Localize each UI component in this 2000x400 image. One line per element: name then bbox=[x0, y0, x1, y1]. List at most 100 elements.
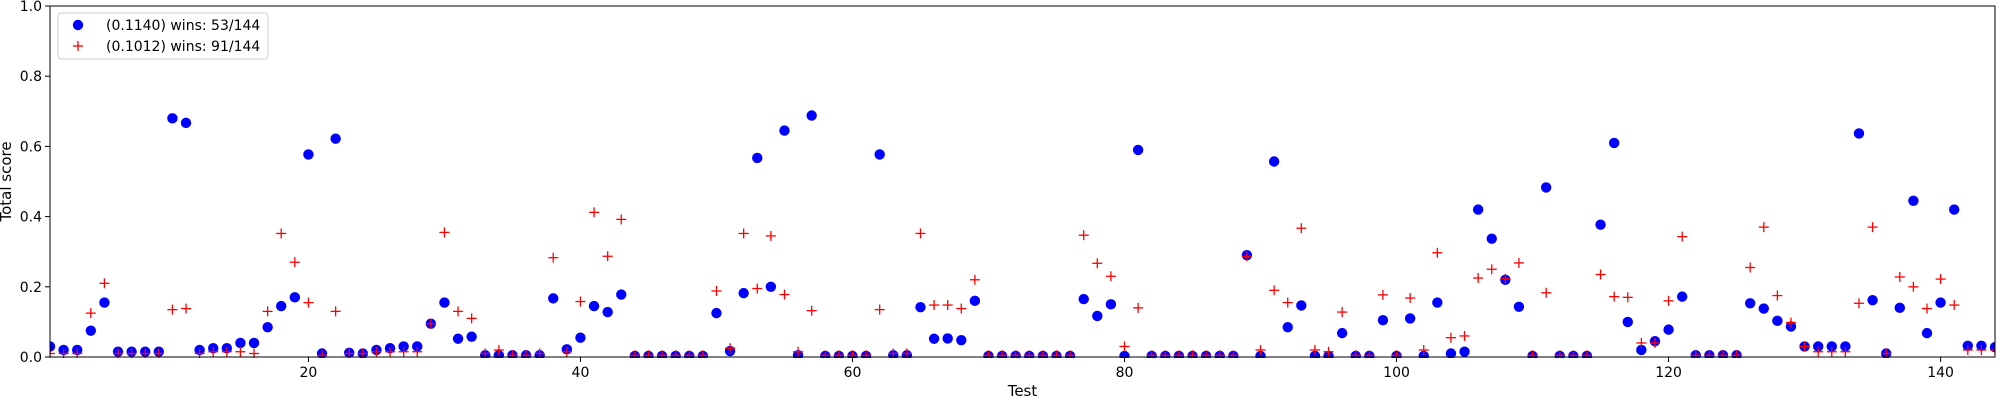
series-1-point bbox=[1867, 294, 1878, 306]
y-tick-label: 0.2 bbox=[20, 280, 42, 296]
series-2-point bbox=[1418, 344, 1429, 355]
series-2-point bbox=[779, 289, 790, 300]
series-2-point bbox=[1949, 300, 1960, 311]
series-2-point bbox=[1296, 223, 1307, 234]
series-1-point bbox=[1935, 297, 1946, 308]
series-1-point bbox=[1772, 315, 1783, 327]
series-1-point bbox=[956, 334, 967, 346]
series-2-point bbox=[1813, 346, 1824, 357]
series-2-point bbox=[99, 278, 110, 289]
series-2-point bbox=[1636, 337, 1647, 348]
series-2-point bbox=[1065, 350, 1076, 358]
series-1-point bbox=[1472, 204, 1484, 215]
series-2-point bbox=[262, 306, 273, 317]
series-2-point bbox=[1663, 295, 1674, 306]
series-1-point bbox=[235, 337, 246, 349]
series-2-point bbox=[493, 344, 504, 355]
x-tick-label: 100 bbox=[1383, 365, 1410, 381]
series-1-point bbox=[1105, 299, 1117, 310]
legend-plus-marker bbox=[73, 41, 83, 51]
series-1-point bbox=[806, 110, 817, 121]
series-2-point bbox=[616, 214, 627, 225]
series-2-point bbox=[1554, 350, 1565, 358]
series-2-point bbox=[1745, 262, 1756, 273]
series-1-point bbox=[1595, 219, 1606, 230]
series-1-point bbox=[752, 152, 763, 164]
series-2-point bbox=[629, 350, 640, 358]
series-1-point bbox=[588, 300, 600, 312]
series-1-point bbox=[928, 333, 940, 344]
series-2-point bbox=[657, 350, 668, 358]
y-tick-label: 0.6 bbox=[20, 139, 42, 155]
series-2-point bbox=[1649, 337, 1660, 348]
axes: 20 40 60 80 100 120 140 0.0 0.2 0.4 0.6 0.8 1.0 bbox=[20, 0, 1996, 381]
series-1-point bbox=[915, 301, 926, 313]
series-2-point bbox=[1445, 332, 1456, 343]
series-2-point bbox=[1405, 293, 1416, 304]
series-2-point bbox=[561, 346, 572, 357]
series-2-point bbox=[1432, 247, 1443, 258]
series-1-point bbox=[738, 287, 749, 299]
series-2-point bbox=[221, 346, 232, 357]
series-2-point bbox=[602, 251, 613, 262]
series-2-point bbox=[1241, 251, 1252, 262]
series-2-point bbox=[806, 305, 817, 316]
series-2-point bbox=[1364, 350, 1375, 358]
series-2-point bbox=[289, 257, 300, 268]
legend-item: (0.1140) wins: 53/144 bbox=[72, 18, 260, 34]
series-2-point bbox=[1595, 269, 1606, 280]
series-2-point bbox=[1092, 258, 1103, 269]
series-2-point bbox=[1677, 231, 1688, 242]
series-1-point bbox=[969, 295, 981, 307]
series-2-point bbox=[1282, 297, 1293, 308]
series-2-point bbox=[181, 303, 192, 314]
series-1-point bbox=[1268, 156, 1280, 167]
series-1-point bbox=[50, 341, 56, 352]
legend-item: (0.1012) wins: 91/144 bbox=[73, 39, 260, 55]
series-1-point bbox=[262, 321, 273, 333]
plot-frame bbox=[49, 5, 1996, 358]
series-2-point bbox=[371, 346, 382, 357]
series-2-point bbox=[793, 346, 804, 357]
series-2-point bbox=[915, 228, 926, 239]
series-2-point bbox=[1609, 291, 1620, 302]
series-2-point bbox=[439, 227, 450, 238]
legend-label: (0.1140) wins: 53/144 bbox=[106, 18, 260, 34]
series-2-point bbox=[1255, 344, 1266, 355]
series-1-point bbox=[1948, 204, 1960, 215]
series-2-point bbox=[412, 346, 423, 357]
series-1-point bbox=[1676, 291, 1688, 302]
series-2-point bbox=[874, 304, 885, 315]
series-2-point bbox=[847, 350, 858, 358]
series-1-point bbox=[1840, 341, 1851, 352]
series-2-point bbox=[1173, 350, 1184, 358]
y-tick-label: 1.0 bbox=[20, 0, 42, 15]
series-1-point bbox=[1908, 195, 1919, 207]
series-2-point bbox=[1826, 346, 1837, 357]
series-2-point bbox=[208, 346, 219, 357]
series-2-point bbox=[317, 350, 328, 358]
series-1-point bbox=[276, 300, 287, 312]
series-2-point bbox=[425, 318, 436, 329]
series-1-point bbox=[942, 333, 953, 344]
series-2-point bbox=[167, 304, 178, 315]
series-2-point bbox=[1214, 350, 1225, 358]
y-axis-label: Total score bbox=[0, 141, 15, 222]
series-2-point bbox=[738, 228, 749, 239]
legend-circle-marker bbox=[72, 19, 84, 31]
series-1-point bbox=[548, 293, 559, 304]
series-2-point bbox=[1513, 257, 1524, 268]
series-2-point bbox=[1146, 350, 1157, 358]
series-2-point bbox=[969, 274, 980, 285]
series-1-point bbox=[1296, 300, 1307, 311]
series-1-point bbox=[1894, 302, 1905, 314]
series-2-point bbox=[1473, 273, 1484, 284]
series-2-point bbox=[330, 306, 341, 317]
series-2-point bbox=[1337, 307, 1348, 318]
series-2-point bbox=[1867, 222, 1878, 233]
series-2-point bbox=[1486, 264, 1497, 275]
series-2-point bbox=[1622, 292, 1633, 303]
series-2-point bbox=[1078, 230, 1089, 241]
series-2-point bbox=[1010, 350, 1021, 358]
series-1-point bbox=[289, 292, 301, 303]
